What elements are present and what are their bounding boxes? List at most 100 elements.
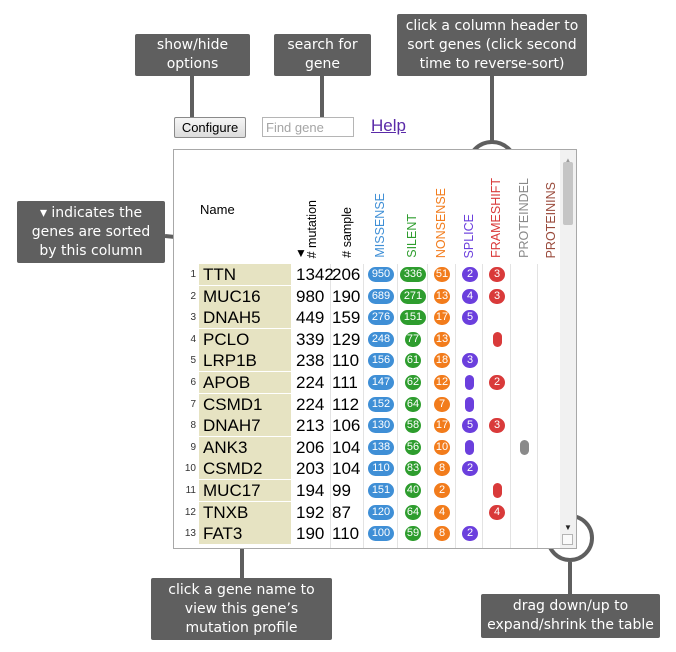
gene-name-link[interactable]: FAT3 [199,523,291,545]
silent-badge: 62 [405,375,421,390]
sample-count: 99 [332,481,351,500]
mutation-count: 192 [296,502,325,522]
gene-name-link[interactable]: LRP1B [199,350,291,372]
gene-name-link[interactable]: PCLO [199,328,291,350]
missense-badge: 147 [368,375,394,390]
callout-line: view this gene’s [184,601,299,617]
callout-line: by this column [39,243,143,259]
gene-name-link[interactable]: DNAH5 [199,307,291,329]
callout-line: ▾ indicates the [39,205,143,221]
nonsense-badge: 8 [434,461,450,477]
silent-badge: 336 [400,267,426,282]
column-divider [537,264,538,548]
sample-count: 106 [332,416,361,436]
row-number: 12 [184,506,196,518]
sort-indicator-icon: ▼ [295,246,307,260]
callout-line: time to reverse-sort) [419,56,565,72]
row-number: 1 [190,269,196,280]
silent-badge: 151 [400,310,426,326]
gene-name-link[interactable]: DNAH7 [199,415,291,437]
sample-count: 104 [332,437,361,457]
scroll-up-arrow-icon[interactable]: ▲ [564,156,572,165]
silent-badge: 61 [405,353,421,369]
column-header-silent[interactable]: SILENT [405,214,419,258]
callout-line: drag down/up to [512,598,629,614]
vertical-scrollbar[interactable]: ▲ ▼ [560,150,576,548]
column-header-sample[interactable]: # sample [340,207,354,258]
row-number: 10 [184,463,196,475]
gene-name-link[interactable]: ANK3 [199,436,291,458]
scroll-down-arrow-icon[interactable]: ▼ [564,523,572,532]
column-header-proteinins[interactable]: PROTEININS [544,181,558,258]
callout-line: options [166,56,219,72]
callout-line: expand/shrink the table [487,617,654,633]
frameshift-badge: 3 [489,418,505,434]
gene-name-link[interactable]: APOB [199,372,291,393]
gene-name-link[interactable]: CSMD1 [199,393,291,415]
column-header-name[interactable]: Name [200,202,235,217]
callout-search-gene: search for gene [274,34,371,76]
resize-grip-icon[interactable] [562,534,573,545]
gene-search-input[interactable] [262,117,354,137]
gene-name-link[interactable]: MUC16 [199,285,291,307]
column-header-splice[interactable]: SPLICE [462,213,476,258]
column-header-frameshift[interactable]: FRAMESHIFT [489,178,503,258]
missense-badge: 276 [368,310,394,326]
nonsense-badge: 51 [434,267,450,282]
silent-badge: 64 [405,396,421,412]
frameshift-badge: 4 [489,504,505,520]
nonsense-badge: 18 [434,353,450,369]
column-header-nonsense[interactable]: NONSENSE [434,187,448,258]
column-header-missense[interactable]: MISSENSE [373,193,387,258]
table-row: 7CSMD12241121526471 [174,393,564,415]
missense-badge: 110 [368,461,394,477]
missense-badge: 156 [368,353,394,369]
sample-count: 110 [332,351,360,371]
callout-show-hide-options: show/hide options [135,34,250,76]
gene-name-link[interactable]: CSMD2 [199,458,291,480]
table-row: 2 MUC16 980 190 689 271 13 4 3 [174,285,564,307]
column-header-mutation[interactable]: # mutation [305,199,319,258]
table-row: 13 FAT3 190 110 100 59 8 2 [174,523,564,545]
sample-count: 110 [332,524,360,544]
help-link[interactable]: Help [371,116,406,135]
mutation-count: 203 [296,459,325,479]
missense-badge: 152 [368,396,394,412]
scrollbar-thumb[interactable] [563,162,573,225]
missense-badge: 130 [368,418,394,434]
callout-line: genes are sorted [31,224,151,240]
frameshift-badge: 3 [489,288,505,304]
sample-count: 159 [332,308,361,328]
sample-count: 111 [332,373,358,392]
gene-name-link[interactable]: TNXB [199,501,291,523]
mutation-count: 224 [296,394,325,414]
frameshift-badge: 1 [493,331,502,347]
mutation-count: 194 [296,481,325,500]
nonsense-badge: 17 [434,310,450,326]
row-number: 7 [190,398,196,410]
sample-count: 190 [332,286,361,306]
row-number: 13 [184,528,196,540]
column-divider [397,264,398,548]
column-header-proteindel[interactable]: PROTEINDEL [517,178,531,258]
gene-name-link[interactable]: TTN [199,264,291,285]
silent-badge: 58 [405,418,421,434]
row-number: 2 [190,290,196,302]
column-divider [455,264,456,548]
missense-badge: 689 [368,288,394,304]
splice-badge: 2 [462,461,478,477]
missense-badge: 100 [368,526,394,542]
mutation-count: 238 [296,351,325,371]
splice-badge: 4 [462,288,478,304]
configure-button[interactable]: Configure [174,117,246,138]
missense-badge: 151 [368,483,394,498]
sample-count: 206 [332,265,361,284]
nonsense-badge: 10 [434,439,450,455]
gene-name-link[interactable]: MUC17 [199,480,291,501]
column-divider [427,264,428,548]
mutation-count: 339 [296,329,325,349]
callout-connector [320,76,324,117]
sample-count: 87 [332,502,351,522]
table-row: 1 TTN 1342 206 950 336 51 2 3 [174,264,564,285]
